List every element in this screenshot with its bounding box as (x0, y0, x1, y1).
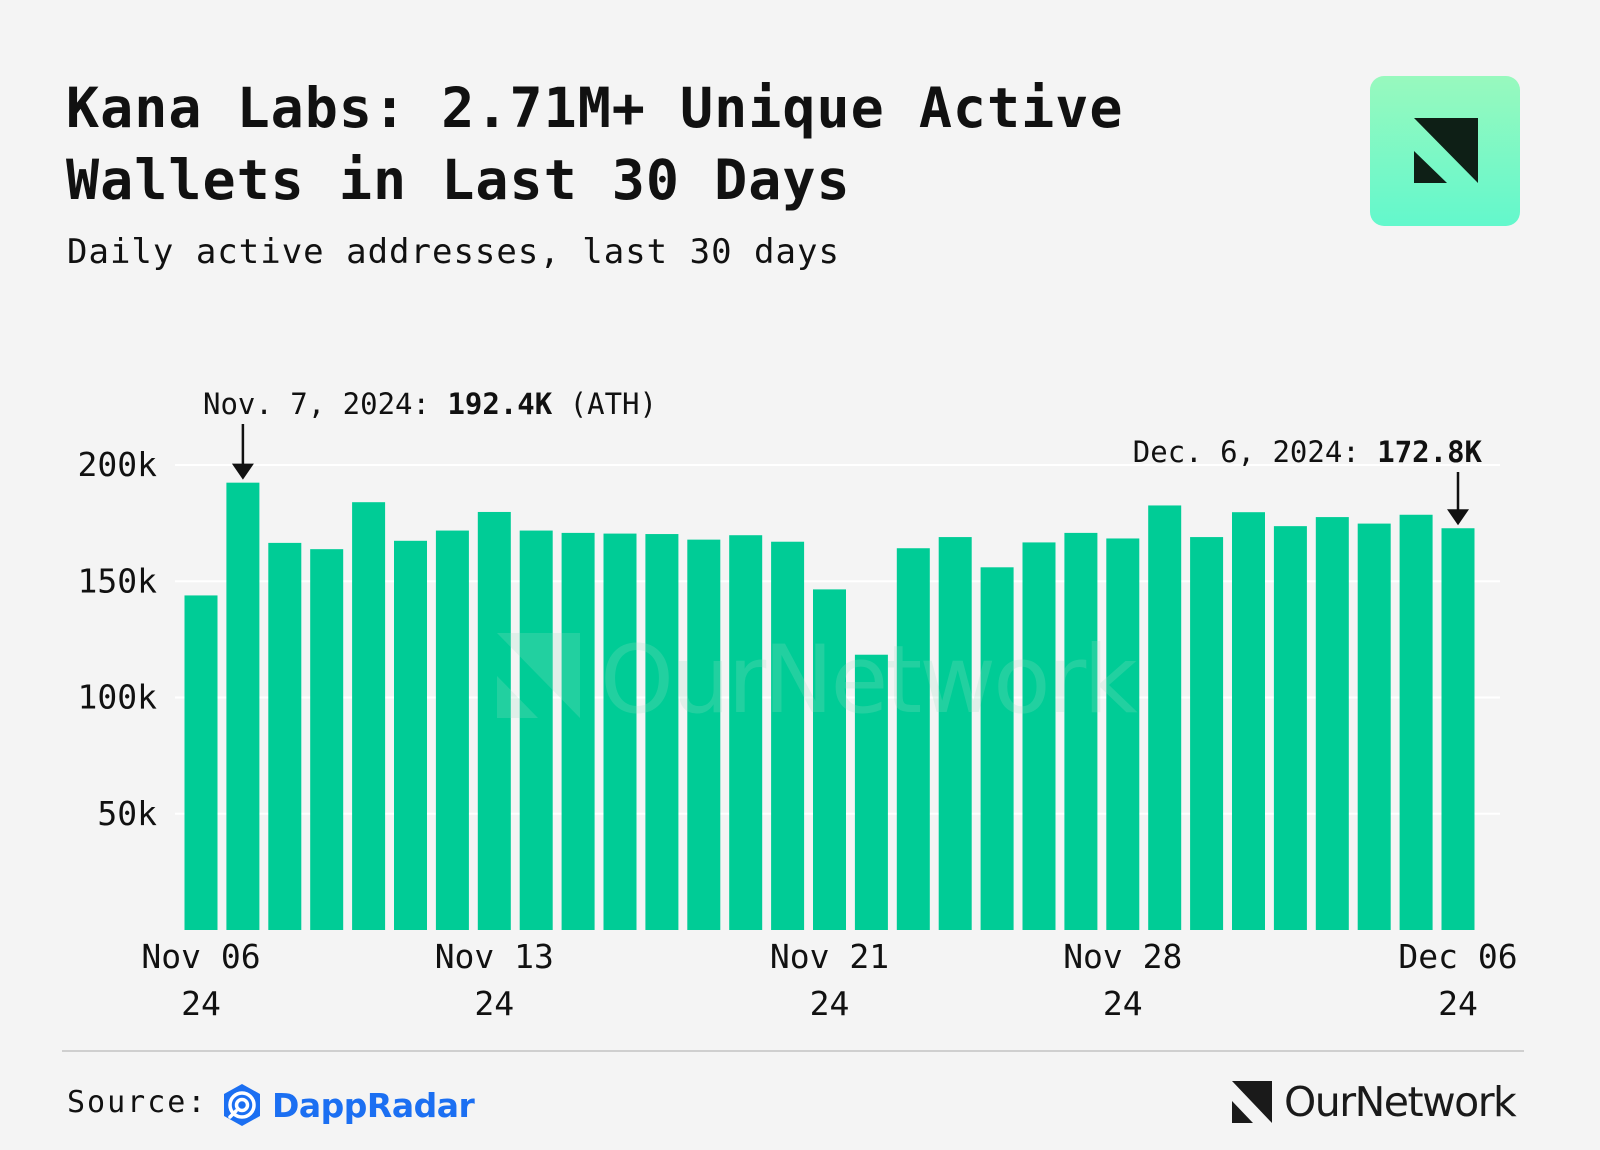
bar (1106, 538, 1140, 930)
bar (687, 539, 721, 930)
source-label: Source: (67, 1085, 208, 1120)
watermark-mark-icon (497, 676, 538, 718)
bar (435, 530, 469, 930)
ournetwork-logo-badge (1370, 76, 1520, 226)
x-tick-label: Nov 13 (435, 937, 554, 976)
bar (1064, 532, 1098, 930)
bar (1190, 537, 1224, 930)
footer-divider (62, 1050, 1524, 1052)
y-tick-label: 50k (97, 794, 157, 833)
bar (854, 654, 888, 930)
x-tick-year-label: 24 (1103, 984, 1143, 1023)
chart-title: Kana Labs: 2.71M+ Unique Active Wallets … (66, 72, 1246, 216)
x-tick-year-label: 24 (474, 984, 514, 1023)
annotation-arrow-arrowhead (231, 463, 254, 480)
dappradar-icon (224, 1084, 260, 1126)
y-tick-label: 200k (78, 445, 158, 484)
bar (226, 482, 260, 930)
x-tick-label: Nov 28 (1063, 937, 1182, 976)
x-tick-label: Nov 21 (770, 937, 889, 976)
bar (1273, 526, 1307, 930)
annotation-label: Nov. 7, 2024: 192.4K (ATH) (203, 387, 657, 421)
bar (1232, 512, 1265, 930)
bar (268, 542, 302, 930)
dappradar-logo: DappRadar (220, 1082, 475, 1128)
bar (184, 595, 218, 930)
ournetwork-footer-mark-icon (1232, 1081, 1272, 1123)
dappradar-name: DappRadar (272, 1085, 475, 1125)
bar (477, 511, 511, 930)
bar (1315, 517, 1349, 930)
y-tick-label: 150k (78, 561, 158, 600)
x-tick-year-label: 24 (810, 984, 850, 1023)
bar (1441, 528, 1475, 930)
x-tick-year-label: 24 (181, 984, 221, 1023)
x-tick-year-label: 24 (1438, 984, 1478, 1023)
bar (645, 534, 679, 930)
bar (896, 548, 930, 930)
watermark: OurNetwork (497, 626, 1141, 735)
bar (519, 530, 553, 930)
bar (980, 567, 1014, 930)
bar (771, 541, 805, 930)
chart-title-line1: Kana Labs: 2.71M+ Unique Active (66, 76, 1124, 140)
ournetwork-footer-logo: OurNetwork (1232, 1078, 1517, 1126)
watermark-text: OurNetwork (600, 626, 1138, 735)
bar (310, 549, 344, 930)
watermark-mark-icon (497, 633, 580, 718)
bar (603, 533, 637, 930)
bar (1399, 514, 1433, 930)
chart-title-line2: Wallets in Last 30 Days (66, 148, 851, 212)
bar (352, 502, 386, 930)
chart-subtitle: Daily active addresses, last 30 days (67, 232, 840, 272)
bar (729, 535, 763, 930)
annotation-value: 192.4K (447, 387, 552, 421)
bar-chart: 50k 100k 150k 200k OurNetwork Nov 06 24 Nov 13 2… (78, 387, 1518, 1023)
x-tick-label: Nov 06 (141, 937, 260, 976)
annotation-value: 172.8K (1377, 435, 1482, 469)
ournetwork-mark-icon (1414, 118, 1478, 183)
annotation-date: Nov. 7, 2024: (203, 387, 447, 421)
bar (394, 540, 427, 930)
bar (813, 589, 846, 930)
bar (1148, 505, 1182, 930)
annotation-arrow-arrowhead (1447, 509, 1469, 526)
ournetwork-brand-name: OurNetwork (1284, 1078, 1517, 1126)
bar (1357, 523, 1391, 930)
annotation-suffix: (ATH) (552, 387, 657, 421)
bar (561, 532, 595, 930)
bar (1022, 542, 1056, 930)
x-tick-label: Dec 06 (1398, 937, 1517, 976)
y-tick-label: 100k (78, 678, 158, 717)
bar (938, 537, 972, 930)
annotation-label: Dec. 6, 2024: 172.8K (1133, 435, 1483, 469)
annotation-date: Dec. 6, 2024: (1133, 435, 1377, 469)
